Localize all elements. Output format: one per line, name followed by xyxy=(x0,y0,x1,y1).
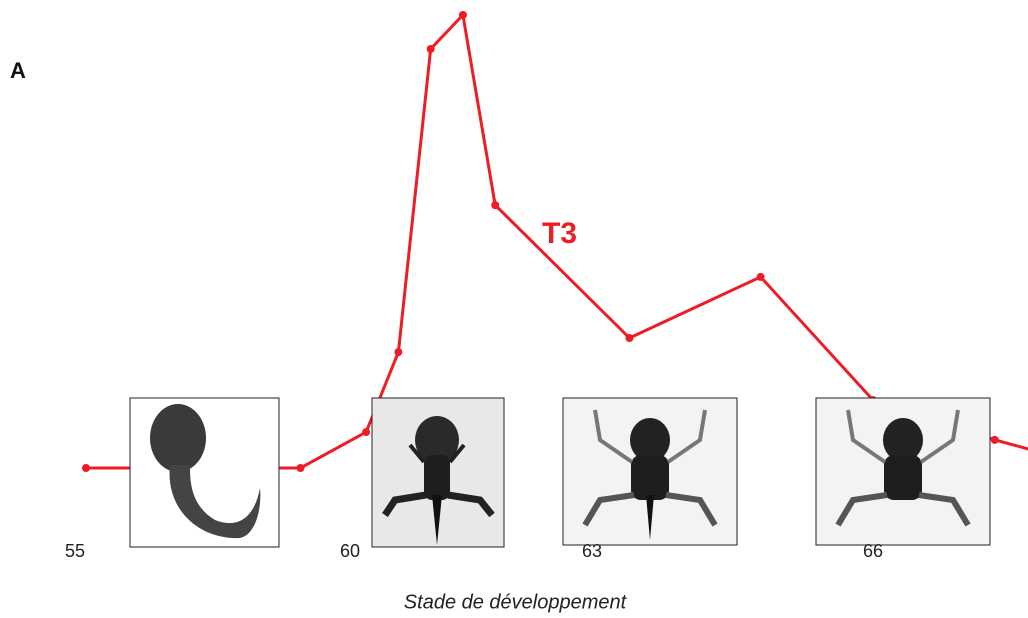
chart: A T3 55 xyxy=(0,0,1028,618)
froglet-image-66 xyxy=(816,398,990,545)
x-tick-label: 60 xyxy=(340,541,360,561)
point xyxy=(427,45,435,53)
point xyxy=(757,273,765,281)
point xyxy=(394,348,402,356)
x-tick-label: 55 xyxy=(65,541,85,561)
point xyxy=(362,428,370,436)
x-tick-label: 63 xyxy=(582,541,602,561)
point xyxy=(297,464,305,472)
point xyxy=(82,464,90,472)
point xyxy=(491,201,499,209)
stage-images xyxy=(130,398,990,547)
page: {"chart_data": {"type": "line", "panel_l… xyxy=(0,0,1028,618)
point xyxy=(625,334,633,342)
x-tick-label: 66 xyxy=(863,541,883,561)
x-axis-label: Stade de développement xyxy=(404,591,628,613)
froglet-image-63 xyxy=(563,398,737,545)
froglet-image-60 xyxy=(372,398,504,547)
series-label: T3 xyxy=(542,217,577,250)
panel-label: A xyxy=(10,58,26,83)
tadpole-image xyxy=(130,398,279,547)
point xyxy=(459,11,467,19)
point xyxy=(991,436,999,444)
